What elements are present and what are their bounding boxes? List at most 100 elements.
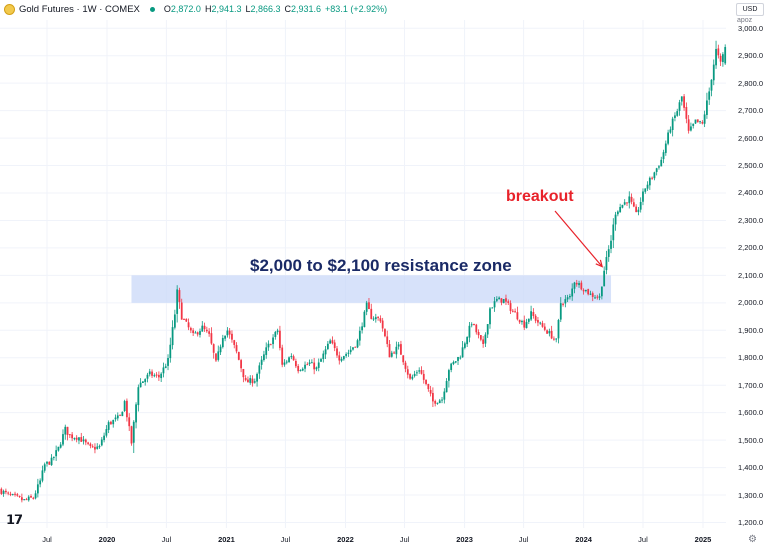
candle-body <box>137 387 140 406</box>
candle-body <box>313 362 316 370</box>
y-tick-label: 2,100.0 <box>738 270 764 280</box>
candle-body <box>393 352 395 354</box>
candle-body <box>374 317 377 320</box>
candle-body <box>598 296 601 298</box>
candle-body <box>358 330 361 341</box>
candle-body <box>50 457 53 466</box>
candle-body <box>304 364 306 369</box>
candle-body <box>219 346 222 353</box>
candle-body <box>84 439 87 443</box>
candle-body <box>495 299 498 301</box>
candle-body <box>96 446 99 449</box>
candle-body <box>240 360 242 369</box>
candle-body <box>274 331 277 337</box>
candle-body <box>719 55 722 62</box>
x-tick-label: 2023 <box>456 535 473 544</box>
candle-body <box>486 324 489 335</box>
candle-body <box>386 336 389 345</box>
candle-body <box>404 362 407 369</box>
candle-body <box>525 322 528 329</box>
candle-body <box>436 402 439 404</box>
candle-body <box>692 123 695 126</box>
y-tick-label: 1,800.0 <box>738 353 764 363</box>
candle-body <box>489 308 491 325</box>
candle-body <box>573 282 576 289</box>
y-tick-label: 2,400.0 <box>738 188 764 198</box>
candle-body <box>708 91 711 100</box>
candle-body <box>352 347 354 350</box>
candle-body <box>466 337 469 345</box>
candle-body <box>228 330 231 335</box>
y-tick-label: 1,700.0 <box>738 380 764 390</box>
tradingview-logo-icon[interactable]: 𝟭𝟳 <box>6 512 23 527</box>
candle-body <box>4 490 7 493</box>
candle-body <box>194 332 197 334</box>
candle-body <box>263 354 265 361</box>
candle-body <box>192 330 195 334</box>
candle-body <box>110 421 112 425</box>
candle-body <box>575 282 578 285</box>
candle-body <box>203 325 206 330</box>
candle-body <box>646 184 649 189</box>
candle-body <box>82 439 85 442</box>
candle-body <box>630 196 633 202</box>
candle-body <box>463 343 466 348</box>
candle-body <box>361 326 364 331</box>
candle-body <box>413 373 416 377</box>
candle-body <box>201 325 204 332</box>
candle-body <box>345 354 348 356</box>
candle-body <box>548 331 551 334</box>
candle-body <box>459 357 462 359</box>
candle-body <box>484 334 487 344</box>
candle-body <box>340 358 343 361</box>
currency-button[interactable]: USD <box>736 3 764 16</box>
candle-body <box>582 289 585 292</box>
candle-body <box>78 437 80 441</box>
candle-body <box>336 348 338 356</box>
candle-body <box>432 393 434 402</box>
candle-body <box>580 282 583 290</box>
candle-body <box>676 111 679 116</box>
candle-body <box>591 293 594 297</box>
candle-body <box>288 357 290 363</box>
candle-body <box>550 330 553 339</box>
candle-body <box>329 340 332 344</box>
candle-body <box>98 446 101 448</box>
candle-body <box>2 490 5 494</box>
settings-gear-icon[interactable]: ⚙ <box>748 534 757 545</box>
candle-body <box>534 315 537 321</box>
candle-body <box>283 362 286 365</box>
candle-body <box>310 362 313 364</box>
candle-body <box>669 129 672 133</box>
y-tick-label: 1,600.0 <box>738 408 764 418</box>
y-tick-label: 2,000.0 <box>738 298 764 308</box>
candle-body <box>265 347 268 355</box>
candle-body <box>46 461 48 464</box>
candle-body <box>607 249 610 257</box>
candle-body <box>438 400 441 404</box>
candle-body <box>317 362 320 368</box>
candle-body <box>16 494 19 496</box>
symbol-title[interactable]: Gold Futures · 1W · COMEX <box>19 3 140 15</box>
arrow-shaft <box>554 210 603 268</box>
gold-symbol-icon[interactable] <box>4 3 15 15</box>
candle-body <box>324 349 327 355</box>
candle-body <box>445 381 448 393</box>
candle-body <box>301 368 304 371</box>
candle-body <box>299 370 302 372</box>
candle-body <box>135 404 137 423</box>
candle-body <box>388 344 391 358</box>
candle-body <box>59 444 62 448</box>
candle-body <box>354 346 357 348</box>
candle-body <box>121 411 124 417</box>
candle-body <box>41 470 44 481</box>
candle-body <box>244 377 247 381</box>
candle-body <box>349 349 352 353</box>
candle-body <box>34 493 37 499</box>
y-tick-label: 1,200.0 <box>738 518 764 527</box>
candle-body <box>400 344 402 355</box>
x-tick-label: 2022 <box>337 535 354 544</box>
candle-body <box>505 298 507 302</box>
candle-body <box>171 327 174 346</box>
